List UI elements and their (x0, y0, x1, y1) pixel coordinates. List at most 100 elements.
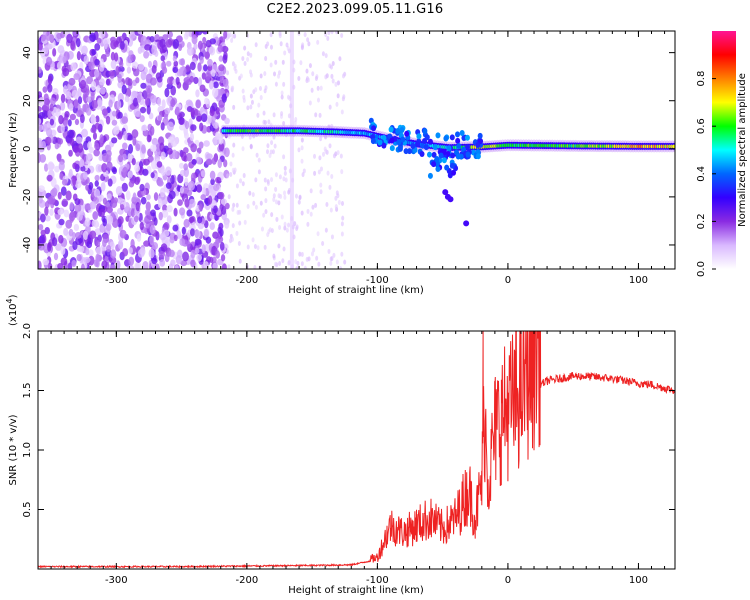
spectrogram-noise-cell (80, 263, 85, 269)
colorbar-ticks: 0.0 0.2 0.4 0.6 0.8 (696, 71, 716, 277)
spectrogram-noise-cell (61, 179, 68, 186)
spectrogram-x-tick-label: 100 (629, 275, 648, 286)
spectrogram-noise-cell (57, 45, 65, 54)
spectrogram-noise-cell (115, 260, 121, 269)
spectrogram-noise-cell (257, 169, 261, 175)
spectrogram-noise-cell (195, 31, 203, 36)
spectrogram-noise-cell (313, 153, 317, 159)
spectrogram-noise-cell (218, 222, 224, 230)
spectrogram-noise-cell (60, 257, 68, 266)
spectrogram-noise-cell (269, 44, 273, 50)
colorbar-strip (712, 31, 736, 269)
spectrogram-noise-cell (308, 100, 312, 106)
spectrogram-noise-cell (313, 170, 317, 176)
spectrogram-noise-cell (232, 202, 236, 208)
spectrogram-signal-cell (434, 160, 440, 167)
spectrogram-noise-cell (38, 66, 42, 74)
spectrogram-noise-cell (94, 43, 101, 51)
spectrogram-noise-cell (274, 199, 278, 205)
spectrogram-noise-cell (163, 229, 170, 237)
spectrogram-noise-cell (302, 168, 306, 174)
spectrogram-noise-cell (62, 56, 67, 64)
snr-panel: -300 -200 -100 0 100 0.5 1.0 1.5 2.0 Height of … (5, 294, 676, 596)
spectrogram-noise-cell (48, 195, 56, 205)
spectrogram-noise-cell (60, 246, 66, 255)
spectrogram-noise-cell (201, 113, 208, 123)
spectrogram-noise-cell (186, 46, 194, 56)
spectrogram-noise-cell (322, 151, 326, 157)
spectrogram-noise-cell (340, 251, 344, 257)
spectrogram-noise-cell (340, 32, 344, 38)
spectrogram-noise-cell (324, 227, 328, 233)
spectrogram-noise-cell (144, 96, 150, 106)
spectrogram-noise-cell (57, 138, 64, 145)
spectrogram-noise-cell (38, 124, 43, 132)
spectrogram-noise-cell (208, 46, 216, 56)
spectrogram-noise-cell (191, 34, 198, 45)
spectrogram-noise-cell (92, 132, 97, 140)
spectrogram-noise-cell (90, 91, 95, 101)
spectrogram-noise-cell (267, 119, 271, 125)
spectrogram-noise-cell (280, 94, 284, 100)
spectrogram-noise-cell (44, 215, 51, 222)
spectrogram-noise-cell (111, 137, 118, 144)
spectrogram-noise-cell (117, 239, 124, 250)
spectrogram-noise-cell (199, 122, 204, 132)
spectrogram-noise-cell (40, 229, 46, 236)
spectrogram-noise-cell (139, 115, 145, 123)
spectrogram-noise-cell (96, 85, 101, 93)
spectrogram-noise-cell (166, 121, 174, 132)
spectrogram-noise-cell (144, 209, 150, 216)
spectrogram-noise-cell (59, 101, 66, 111)
snr-y-tick-label: 0.5 (22, 502, 33, 518)
spectrogram-noise-cell (299, 60, 303, 66)
spectrogram-noise-cell (263, 119, 267, 125)
spectrogram-noise-cell (339, 266, 343, 269)
spectrogram-noise-cell (74, 179, 82, 189)
spectrogram-noise-cell (285, 227, 289, 233)
spectrogram-noise-cell (221, 45, 229, 53)
spectrogram-noise-cell (262, 110, 266, 116)
spectrogram-noise-cell (332, 252, 336, 258)
spectrogram-noise-cell (68, 212, 76, 222)
spectrogram-noise-cell (233, 63, 237, 69)
spectrogram-noise-cell (143, 158, 150, 166)
spectrogram-noise-cell (303, 265, 307, 269)
spectrogram-noise-cell (326, 35, 330, 41)
spectrogram-noise-cell (275, 216, 279, 222)
spectrogram-noise-cell (282, 246, 286, 252)
spectrogram-noise-cell (260, 226, 264, 232)
spectrogram-noise-cell (140, 70, 147, 81)
spectrogram-noise-cell (122, 142, 128, 150)
spectrogram-noise-cell (119, 229, 127, 239)
spectrogram-noise-cell (179, 186, 184, 194)
spectrogram-noise-cell (230, 236, 234, 242)
spectrogram-noise-cell (184, 177, 189, 187)
spectrogram-noise-cell (63, 227, 69, 236)
spectrogram-noise-cell (274, 172, 278, 178)
spectrogram-noise-cell (165, 166, 172, 176)
spectrogram-noise-cell (45, 31, 52, 42)
spectrogram-noise-cell (231, 206, 235, 212)
spectrogram-noise-cell (174, 265, 179, 269)
spectrogram-noise-cell (294, 116, 298, 122)
spectrogram-noise-cell (40, 213, 46, 223)
spectrogram-noise-cell (95, 246, 103, 256)
spectrogram-noise-cell (329, 256, 333, 262)
spectrogram-noise-cell (203, 229, 209, 238)
spectrogram-noise-cell (279, 194, 283, 200)
spectrogram-noise-cell (231, 152, 235, 158)
spectrogram-noise-cell (319, 189, 323, 195)
spectrogram-noise-cell (51, 237, 58, 247)
spectrogram-noise-cell (246, 105, 250, 111)
spectrogram-noise-cell (317, 261, 321, 267)
spectrogram-noise-cell (79, 246, 85, 253)
spectrogram-noise-cell (131, 61, 139, 69)
spectrogram-signal-cell (443, 135, 449, 142)
spectrogram-noise-cell (107, 178, 113, 187)
spectrogram-noise-cell (203, 64, 208, 72)
spectrogram-noise-cell (184, 198, 190, 208)
spectrogram-signal-cell (426, 151, 432, 158)
spectrogram-noise-cell (128, 31, 136, 39)
